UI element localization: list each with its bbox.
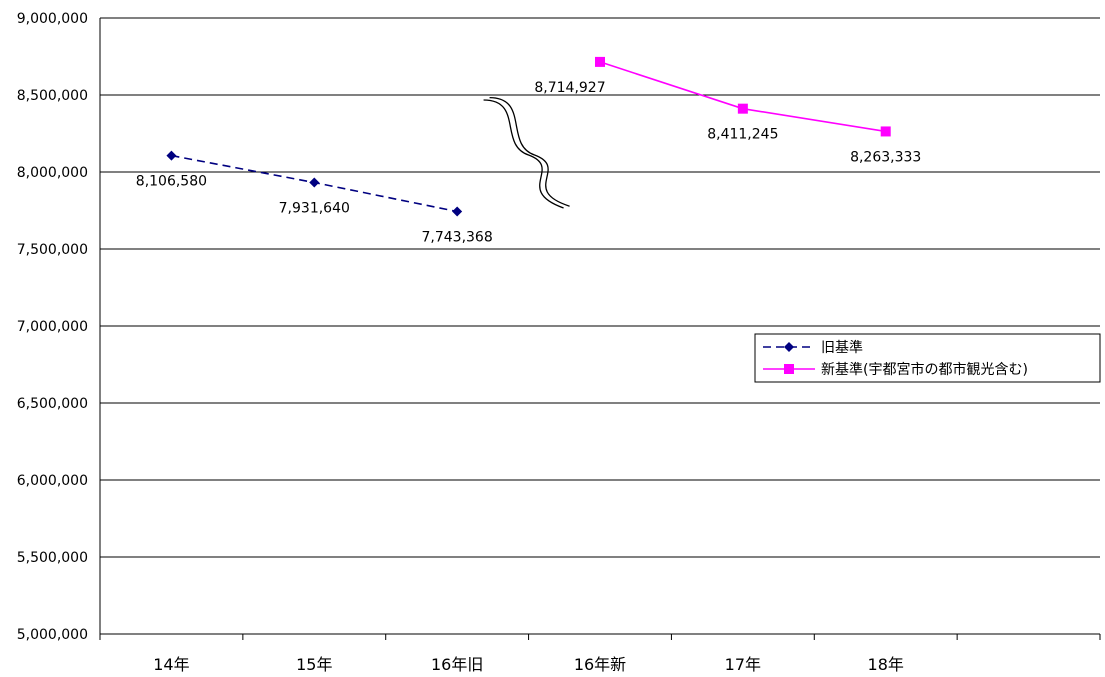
data-label: 8,106,580 (136, 174, 207, 190)
x-tick-label: 14年 (153, 655, 189, 674)
break-line (489, 96, 570, 207)
legend-marker-square (784, 364, 794, 374)
x-tick-label: 16年新 (574, 655, 626, 674)
gridlines (100, 17, 1100, 635)
data-point-diamond (309, 177, 320, 188)
legend-marker-diamond (784, 342, 794, 352)
data-label: 7,743,368 (422, 230, 493, 246)
data-point-diamond (452, 206, 463, 217)
data-label: 8,263,333 (850, 149, 921, 165)
x-tick-label: 15年 (296, 655, 332, 674)
x-tick-label: 18年 (868, 655, 904, 674)
data-label: 8,411,245 (707, 127, 778, 143)
x-axis-tick-labels: 14年 15年 16年旧 16年新 17年 18年 (153, 655, 904, 674)
x-tick-label: 17年 (725, 655, 761, 674)
series-line (599, 61, 886, 133)
y-tick-label: 9,000,000 (17, 11, 88, 27)
series-old-standard: 8,106,580 7,931,640 7,743,368 (136, 150, 493, 246)
break-line (483, 99, 564, 209)
data-point-square (595, 56, 605, 67)
y-tick-label: 8,500,000 (17, 88, 88, 104)
data-label: 8,714,927 (534, 80, 605, 96)
y-tick-label: 6,000,000 (17, 473, 88, 489)
series-new-standard: 8,714,927 8,411,245 8,263,333 (534, 56, 921, 165)
y-tick-label: 7,500,000 (17, 242, 88, 258)
data-point-square (737, 103, 748, 114)
y-tick-label: 7,000,000 (17, 319, 88, 335)
legend-label: 新基準(宇都宮市の都市観光含む) (821, 361, 1028, 378)
x-tick-label: 16年旧 (431, 655, 483, 674)
data-point-diamond (166, 150, 177, 161)
legend-box (754, 333, 1101, 383)
legend-label: 旧基準 (821, 339, 863, 356)
data-point-square (880, 126, 891, 137)
y-tick-label: 6,500,000 (17, 396, 88, 412)
y-tick-label: 5,000,000 (17, 627, 88, 643)
series-group: 8,106,580 7,931,640 7,743,368 8,714,927 8,41… (136, 56, 921, 246)
y-tick-label: 8,000,000 (17, 165, 88, 181)
y-axis-tick-labels: 5,000,000 5,500,000 6,000,000 6,500,000 7,00… (17, 11, 88, 643)
axes (99, 18, 1101, 640)
data-label: 7,931,640 (279, 201, 350, 217)
axis-break-icon (483, 96, 570, 209)
y-tick-label: 5,500,000 (17, 550, 88, 566)
